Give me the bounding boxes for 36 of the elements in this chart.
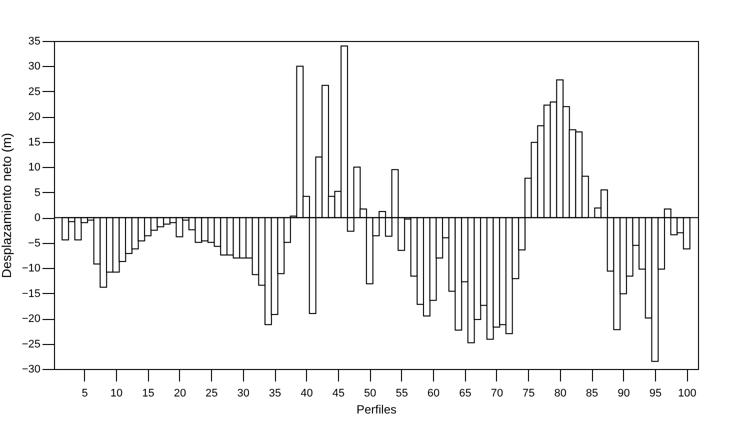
x-tick-label: 65: [459, 388, 472, 400]
x-tick-label: 35: [268, 388, 282, 400]
x-tick-label: 25: [206, 388, 218, 400]
y-tick-label: −5: [28, 237, 40, 250]
y-tick-label: −10: [22, 262, 40, 275]
x-tick-label: 50: [364, 388, 376, 400]
x-tick-label: 30: [237, 388, 250, 400]
y-tick-label: 25: [28, 86, 40, 98]
x-tick-label: 60: [427, 388, 440, 400]
x-tick-label: 70: [490, 388, 504, 400]
y-tick-label: −25: [22, 338, 40, 350]
x-tick-label: 40: [300, 388, 313, 400]
x-tick-label: 75: [522, 388, 535, 400]
x-tick-label: 85: [586, 388, 598, 400]
x-tick-label: 15: [142, 388, 154, 400]
y-tick-label: 20: [28, 111, 40, 124]
y-tick-label: 5: [34, 186, 40, 199]
x-tick-label: 95: [649, 388, 662, 400]
y-tick-label: −30: [22, 364, 40, 376]
x-tick-label: 5: [82, 388, 88, 400]
x-axis-title: Perfiles: [356, 402, 397, 416]
x-tick-label: 20: [174, 388, 186, 400]
y-tick-label: 15: [28, 136, 40, 148]
y-tick-label: −15: [22, 288, 40, 300]
x-tick-label: 45: [332, 388, 345, 400]
y-axis-title: Desplazamiento neto (m): [0, 132, 14, 278]
x-tick-label: 10: [110, 388, 123, 400]
y-tick-label: 30: [28, 60, 40, 73]
y-tick-label: 10: [28, 162, 40, 174]
y-tick-label: 35: [28, 36, 40, 48]
y-tick-label: −20: [22, 313, 40, 326]
x-tick-label: 55: [396, 388, 408, 400]
x-tick-label: 80: [554, 388, 566, 400]
y-tick-label: 0: [34, 212, 40, 224]
x-tick-label: 90: [618, 388, 630, 400]
x-tick-label: 100: [678, 388, 696, 400]
